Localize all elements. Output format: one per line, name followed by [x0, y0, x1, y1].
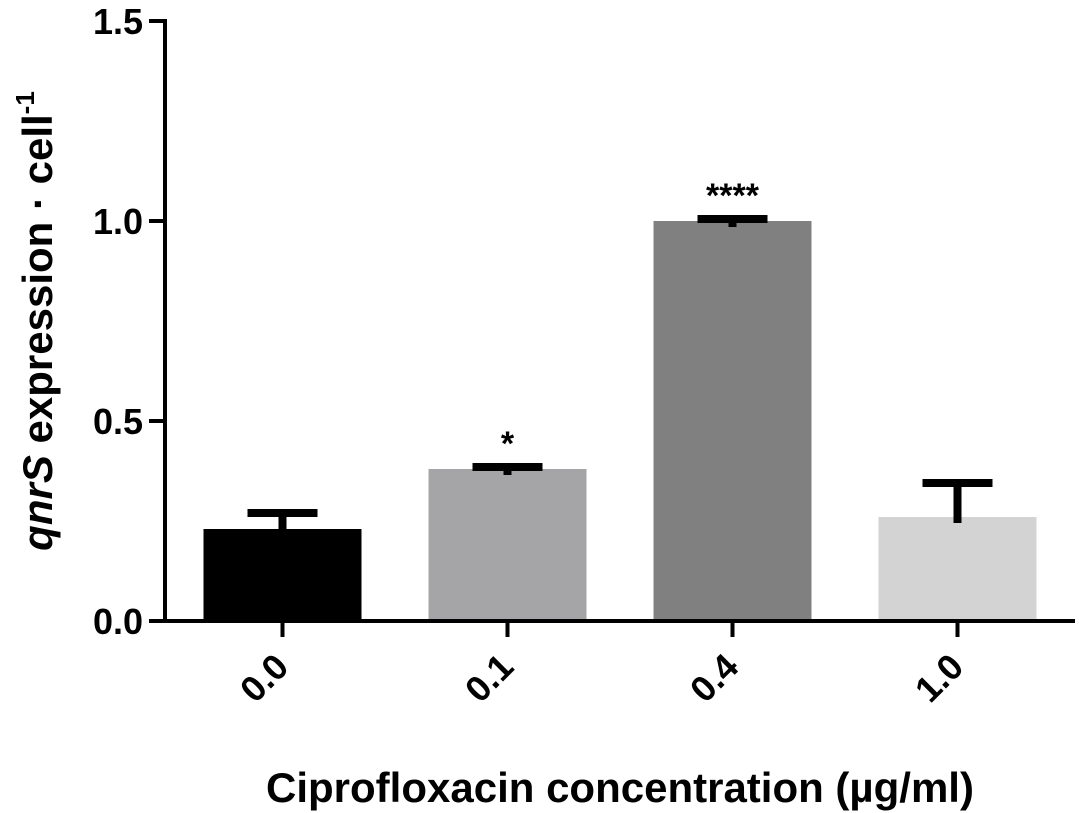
x-tick-label-0.0: 0.0 — [232, 646, 296, 710]
significance-label-0.1: * — [501, 425, 515, 463]
significance-labels-group: ***** — [501, 177, 760, 463]
y-tick-label-0.0: 0.0 — [93, 601, 143, 642]
error-bars-group — [247, 215, 993, 535]
bar-1.0 — [878, 517, 1037, 621]
x-tick-label-1.0: 1.0 — [907, 646, 971, 710]
x-tick-label-0.4: 0.4 — [682, 646, 746, 710]
significance-label-0.4: **** — [706, 177, 760, 215]
y-axis-title: qnrS expression · cell-1 — [10, 91, 61, 551]
y-tick-label-1.5: 1.5 — [93, 1, 143, 42]
x-tick-label-0.1: 0.1 — [457, 646, 521, 710]
y-axis-title-gene: qnrS — [14, 455, 61, 551]
bars-group — [203, 221, 1037, 621]
bar-0.1 — [428, 469, 587, 621]
y-tick-label-0.5: 0.5 — [93, 401, 143, 442]
y-axis-title-superscript: -1 — [10, 91, 40, 114]
y-tick-label-1.0: 1.0 — [93, 201, 143, 242]
y-axis-title-text: expression · cell — [14, 114, 61, 455]
x-axis-title: Ciprofloxacin concentration (µg/ml) — [266, 764, 974, 811]
x-ticks-group: 0.0 0.1 0.4 1.0 — [232, 621, 971, 710]
y-ticks-group: 0.0 0.5 1.0 1.5 — [93, 1, 165, 642]
bar-0.0 — [203, 529, 362, 621]
bar-0.4 — [653, 221, 812, 621]
